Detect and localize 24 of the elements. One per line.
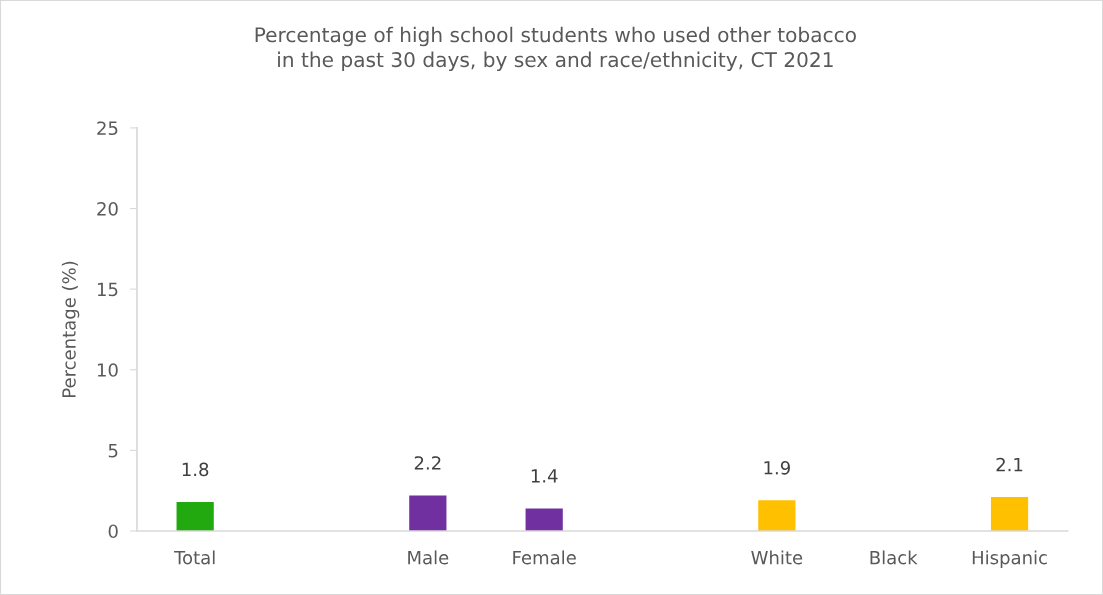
y-tick-label: 10: [97, 363, 118, 377]
x-tick-label: Black: [870, 550, 918, 565]
bar: [758, 500, 796, 531]
y-tick-label: 15: [97, 282, 118, 297]
bar: [409, 495, 447, 531]
bar: [525, 508, 563, 531]
data-label: 2.2: [414, 456, 441, 470]
y-tick-label: 25: [97, 121, 118, 136]
y-axis-title: Percentage (%): [61, 261, 80, 397]
y-tick-label: 20: [97, 201, 118, 216]
x-tick-label: Hispanic: [972, 550, 1047, 568]
x-tick-label: Female: [513, 550, 576, 565]
data-label: 2.1: [996, 457, 1023, 472]
data-label: 1.4: [531, 469, 558, 483]
chart-title: Percentage of high school students who used other tobacco in the past 30 days, by sex and race/ethnicity, CT 2021: [255, 26, 856, 72]
bar: [990, 497, 1029, 531]
x-tick-label: Male: [408, 550, 449, 565]
x-tick-label: White: [751, 550, 803, 565]
y-tick-label: 5: [108, 444, 118, 458]
data-label: 1.8: [182, 462, 209, 477]
bar: [176, 501, 214, 531]
x-tick-label: Total: [174, 550, 215, 565]
y-tick-label: 0: [108, 524, 118, 539]
data-label: 1.9: [764, 460, 790, 475]
